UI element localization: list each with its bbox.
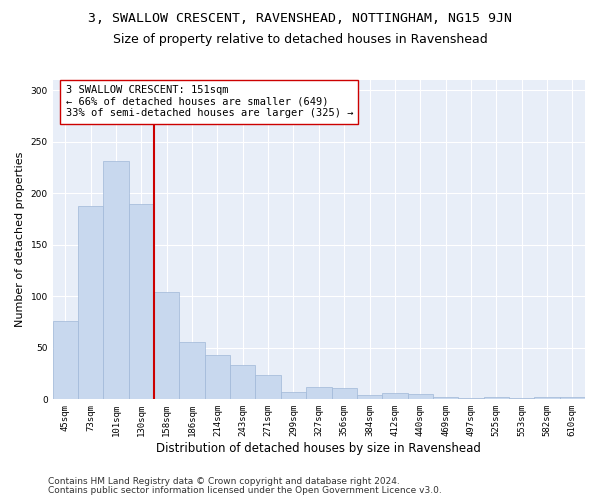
Bar (535, 398, 560, 400)
Bar (78, 206, 103, 400)
Bar (484, 398, 509, 400)
Bar (407, 394, 433, 400)
Bar (205, 355, 230, 400)
Text: Size of property relative to detached houses in Ravenshead: Size of property relative to detached ho… (113, 32, 487, 46)
X-axis label: Distribution of detached houses by size in Ravenshead: Distribution of detached houses by size … (157, 442, 481, 455)
Bar (382, 393, 407, 400)
Bar (433, 398, 458, 400)
Bar (281, 392, 306, 400)
Bar (103, 162, 129, 400)
Bar (332, 388, 357, 400)
Bar (230, 366, 256, 400)
Text: 3 SWALLOW CRESCENT: 151sqm
← 66% of detached houses are smaller (649)
33% of sem: 3 SWALLOW CRESCENT: 151sqm ← 66% of deta… (65, 85, 353, 118)
Bar (154, 292, 179, 400)
Bar (509, 398, 535, 400)
Bar (306, 387, 332, 400)
Text: Contains public sector information licensed under the Open Government Licence v3: Contains public sector information licen… (48, 486, 442, 495)
Y-axis label: Number of detached properties: Number of detached properties (15, 152, 25, 328)
Bar (458, 398, 484, 400)
Bar (560, 398, 585, 400)
Bar (357, 395, 382, 400)
Bar (129, 204, 154, 400)
Text: Contains HM Land Registry data © Crown copyright and database right 2024.: Contains HM Land Registry data © Crown c… (48, 477, 400, 486)
Bar (179, 342, 205, 400)
Text: 3, SWALLOW CRESCENT, RAVENSHEAD, NOTTINGHAM, NG15 9JN: 3, SWALLOW CRESCENT, RAVENSHEAD, NOTTING… (88, 12, 512, 26)
Bar (53, 321, 78, 400)
Bar (256, 374, 281, 400)
